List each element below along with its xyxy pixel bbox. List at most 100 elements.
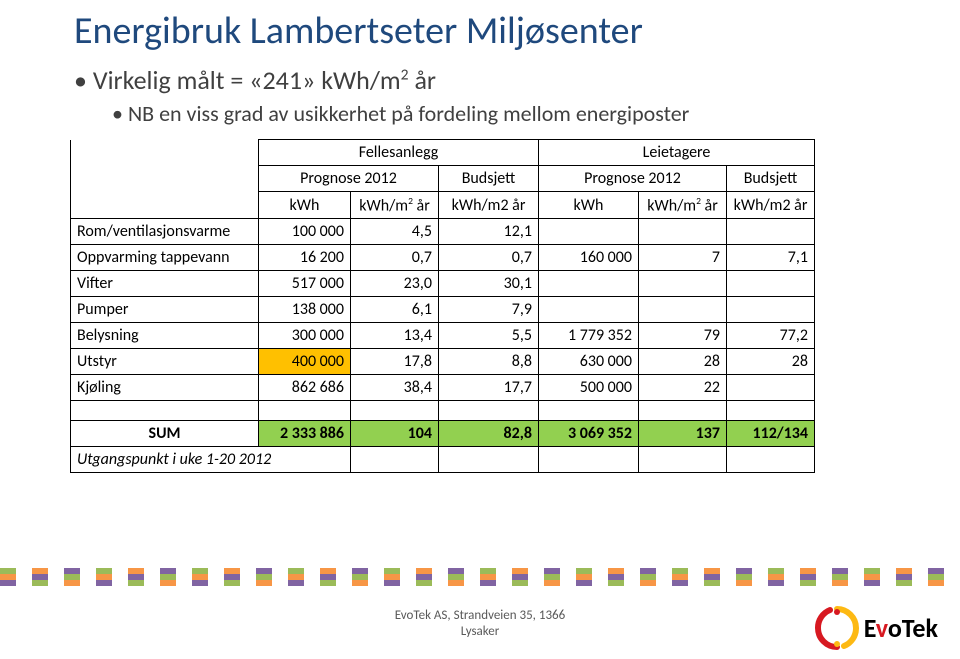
logo-text-post: oTek (888, 612, 938, 644)
sub-header-1: Prognose 2012 (259, 166, 439, 192)
table-row: Vifter517 00023,030,1 (71, 271, 815, 297)
sub-header-row: Prognose 2012 Budsjett Prognose 2012 Bud… (71, 166, 815, 192)
unit-h2: kWh/m2 år (351, 192, 439, 219)
unit-h5: kWh/m2 år (639, 192, 727, 219)
cell: 5,5 (439, 323, 539, 349)
row-label: Oppvarming tappevann (71, 245, 259, 271)
footer-line1: EvoTek AS, Strandveien 35, 1366 (395, 608, 565, 623)
bullet-sub: NB en viss grad av usikkerhet på fordeli… (112, 100, 960, 127)
cell: 16 200 (259, 245, 351, 271)
cell: 6,1 (351, 297, 439, 323)
bullet-main-sup: 2 (401, 65, 409, 84)
row-label: Vifter (71, 271, 259, 297)
cell: 13,4 (351, 323, 439, 349)
cell (539, 271, 639, 297)
cell: 7 (639, 245, 727, 271)
group-header-row: Fellesanlegg Leietagere (71, 140, 815, 166)
cell: 7,1 (727, 245, 815, 271)
unit-h4: kWh (539, 192, 639, 219)
cell: 77,2 (727, 323, 815, 349)
cell (727, 219, 815, 245)
cell (639, 297, 727, 323)
cell: 23,0 (351, 271, 439, 297)
cell: 28 (639, 349, 727, 375)
bullet-main: Virkelig målt = «241» kWh/m2 år (74, 64, 960, 96)
cell (639, 271, 727, 297)
row-label: Belysning (71, 323, 259, 349)
cell: 1 779 352 (539, 323, 639, 349)
sum-label: SUM (71, 421, 259, 447)
table-row: Pumper138 0006,17,9 (71, 297, 815, 323)
row-label: Utstyr (71, 349, 259, 375)
note-label: Utgangspunkt i uke 1-20 2012 (71, 447, 351, 473)
footer-line2: Lysaker (461, 624, 500, 639)
logo: EvoTek (814, 605, 938, 651)
table-row: Oppvarming tappevann16 2000,70,7160 0007… (71, 245, 815, 271)
cell: 0,7 (439, 245, 539, 271)
sum-c2: 104 (351, 421, 439, 447)
logo-swirl-icon (814, 605, 860, 651)
cell: 79 (639, 323, 727, 349)
cell: 100 000 (259, 219, 351, 245)
row-label: Pumper (71, 297, 259, 323)
cell: 7,9 (439, 297, 539, 323)
cell: 400 000 (259, 349, 351, 375)
cell: 517 000 (259, 271, 351, 297)
table-row: Kjøling862 68638,417,7500 00022 (71, 375, 815, 401)
note-row: Utgangspunkt i uke 1-20 2012 (71, 447, 815, 473)
cell: 28 (727, 349, 815, 375)
cell: 17,7 (439, 375, 539, 401)
sum-c1: 2 333 886 (259, 421, 351, 447)
bullet-main-post: år (409, 64, 436, 96)
cell (727, 297, 815, 323)
unit-h1: kWh (259, 192, 351, 219)
logo-text: EvoTek (864, 612, 938, 644)
data-table: Fellesanlegg Leietagere Prognose 2012 Bu… (70, 139, 815, 473)
cell: 17,8 (351, 349, 439, 375)
cell: 138 000 (259, 297, 351, 323)
cell: 0,7 (351, 245, 439, 271)
cell: 300 000 (259, 323, 351, 349)
table-row: Belysning300 00013,45,51 779 3527977,2 (71, 323, 815, 349)
cell: 12,1 (439, 219, 539, 245)
sub-header-3: Prognose 2012 (539, 166, 727, 192)
unit-h6: kWh/m2 år (727, 192, 815, 219)
cell: 630 000 (539, 349, 639, 375)
sum-c5: 137 (639, 421, 727, 447)
cell (539, 219, 639, 245)
logo-text-pre: E (864, 612, 876, 644)
cell: 4,5 (351, 219, 439, 245)
cell: 8,8 (439, 349, 539, 375)
sum-row: SUM 2 333 886 104 82,8 3 069 352 137 112… (71, 421, 815, 447)
unit-h5-post: år (701, 196, 718, 215)
cell: 30,1 (439, 271, 539, 297)
cell: 22 (639, 375, 727, 401)
unit-header-row: kWh kWh/m2 år kWh/m2 år kWh kWh/m2 år kW… (71, 192, 815, 219)
cell: 160 000 (539, 245, 639, 271)
table-row: Rom/ventilasjonsvarme100 0004,512,1 (71, 219, 815, 245)
sum-c4: 3 069 352 (539, 421, 639, 447)
cell (639, 219, 727, 245)
table-row: Utstyr400 00017,88,8630 0002828 (71, 349, 815, 375)
cell (727, 271, 815, 297)
sum-c3: 82,8 (439, 421, 539, 447)
unit-h3: kWh/m2 år (439, 192, 539, 219)
cell: 500 000 (539, 375, 639, 401)
group-header-2: Leietagere (539, 140, 815, 166)
unit-h5-pre: kWh/m (647, 196, 696, 215)
bullet-main-pre: Virkelig målt = «241» kWh/m (93, 64, 401, 96)
cell (727, 375, 815, 401)
logo-text-v: v (876, 612, 888, 644)
row-label: Kjøling (71, 375, 259, 401)
cell: 38,4 (351, 375, 439, 401)
group-header-1: Fellesanlegg (259, 140, 539, 166)
slide: Energibruk Lambertseter Miljøsenter Virk… (0, 8, 960, 659)
cell (539, 297, 639, 323)
row-label: Rom/ventilasjonsvarme (71, 219, 259, 245)
bullet-list: Virkelig målt = «241» kWh/m2 år NB en vi… (74, 64, 960, 127)
cell: 862 686 (259, 375, 351, 401)
spacer-row (71, 401, 815, 421)
sub-header-2: Budsjett (439, 166, 539, 192)
sub-header-4: Budsjett (727, 166, 815, 192)
unit-h2-pre: kWh/m (359, 196, 408, 215)
